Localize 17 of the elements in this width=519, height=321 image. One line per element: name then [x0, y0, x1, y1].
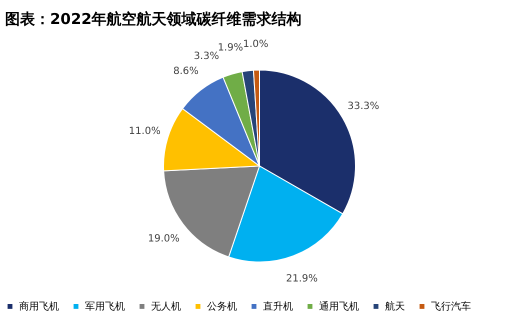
data-label: 8.6% — [173, 66, 199, 78]
data-label: 19.0% — [148, 233, 180, 244]
data-label: 3.3% — [194, 51, 220, 62]
legend-label: 公务机 — [207, 300, 237, 312]
legend-label: 通用飞机 — [319, 300, 359, 312]
legend-label: 飞行汽车 — [431, 300, 471, 312]
chart-title: 图表：2022年航空航天领域碳纤维需求结构 — [5, 10, 302, 28]
legend-label: 商用飞机 — [19, 300, 59, 312]
data-label: 1.9% — [218, 42, 244, 54]
data-label: 33.3% — [347, 100, 380, 112]
data-label: 21.9% — [286, 273, 318, 284]
data-label: 11.0% — [128, 126, 161, 138]
legend-label: 军用飞机 — [85, 300, 125, 312]
legend-label: 无人机 — [151, 300, 181, 312]
legend-label: 直升机 — [263, 300, 293, 312]
data-label: 1.0% — [242, 39, 268, 50]
legend-label: 航天 — [385, 300, 405, 312]
